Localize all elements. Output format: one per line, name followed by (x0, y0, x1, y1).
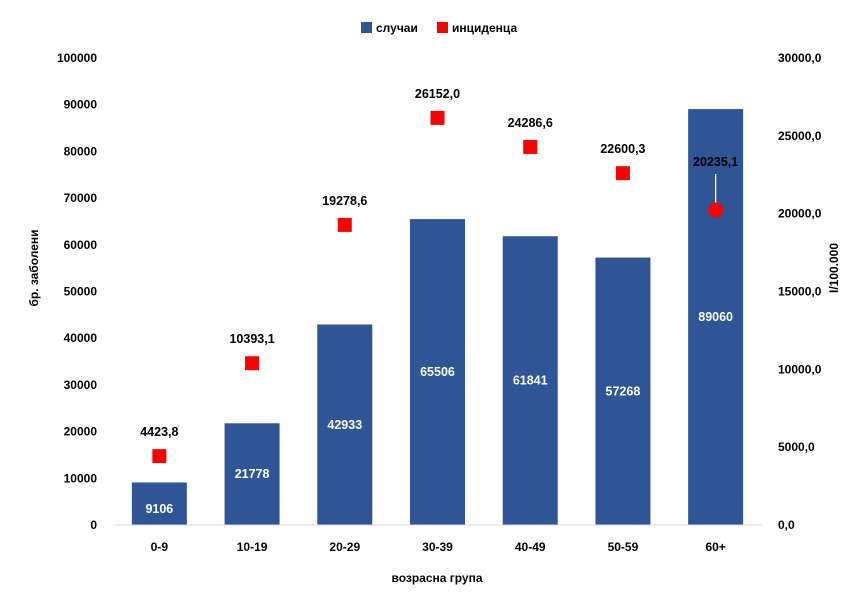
y-tick-label: 70000 (64, 191, 98, 205)
incidence-value-label: 10393,1 (229, 332, 274, 346)
bar (131, 482, 187, 525)
y-tick-label: 100000 (57, 51, 97, 65)
y-tick-label: 90000 (64, 98, 98, 112)
x-tick-label: 50-59 (608, 540, 639, 554)
bar (317, 324, 373, 525)
incidence-point (337, 217, 352, 232)
y-tick-label: 80000 (64, 144, 98, 158)
bar-value-label: 42933 (327, 418, 362, 432)
left-axis: 0 10000 20000 30000 40000 50000 60000 70000 8000… (57, 51, 97, 532)
incidence-value-label: 4423,8 (140, 425, 178, 439)
x-tick-label: 60+ (705, 540, 725, 554)
bar (595, 257, 651, 525)
x-axis-title: возрасна група (391, 571, 482, 585)
incidence-point (708, 202, 724, 218)
y-tick-label: 30000 (64, 378, 98, 392)
bar-value-label: 89060 (698, 310, 733, 324)
incidence-value-label: 26152,0 (415, 87, 460, 101)
legend-label-incidence: инциденца (452, 21, 517, 35)
legend-swatch-incidence (437, 22, 448, 33)
bar-value-label: 57268 (606, 384, 641, 398)
y-tick-label: 10000 (64, 471, 98, 485)
y-tick-label: 0 (90, 518, 97, 532)
y-tick-label: 20000 (64, 425, 98, 439)
bar (410, 219, 465, 525)
y2-tick-label: 0,0 (778, 518, 795, 532)
x-axis: 0-9 10-19 20-29 30-39 40-49 50-59 60+ (151, 540, 726, 554)
incidence-value-label: 19278,6 (322, 194, 367, 208)
x-tick-label: 0-9 (151, 540, 169, 554)
bar-series: 9106 21778 42933 65506 61841 57268 89060 (131, 109, 744, 526)
x-tick-label: 10-19 (237, 540, 268, 554)
bar-value-label: 21778 (235, 467, 270, 481)
incidence-point (245, 356, 260, 371)
bar-value-label: 61841 (513, 374, 548, 388)
incidence-point (523, 139, 538, 154)
y-tick-label: 60000 (64, 238, 98, 252)
incidence-value-label: 24286,6 (508, 116, 553, 130)
legend-label-cases: случаи (376, 21, 418, 35)
incidence-series: 4423,8 10393,1 19278,6 26152,0 24286,6 22600,… (140, 87, 738, 464)
y2-tick-label: 25000,0 (778, 129, 822, 143)
y2-tick-label: 20000,0 (778, 207, 822, 221)
y-tick-label: 40000 (64, 331, 98, 345)
incidence-point (615, 166, 630, 181)
incidence-value-label: 20235,1 (693, 155, 738, 169)
y2-tick-label: 5000,0 (778, 440, 815, 454)
x-tick-label: 30-39 (422, 540, 453, 554)
bar-value-label: 9106 (145, 502, 173, 516)
bar-value-label: 65506 (420, 365, 455, 379)
y2-axis-title: I/100.000 (827, 243, 841, 293)
y-tick-label: 50000 (64, 285, 98, 299)
incidence-point (152, 449, 167, 464)
y2-tick-label: 10000,0 (778, 362, 822, 376)
x-tick-label: 20-29 (329, 540, 360, 554)
y2-tick-label: 15000,0 (778, 285, 822, 299)
legend-swatch-cases (361, 22, 372, 33)
y2-tick-label: 30000,0 (778, 51, 822, 65)
incidence-point (430, 110, 445, 125)
bar (502, 236, 558, 526)
x-tick-label: 40-49 (515, 540, 546, 554)
right-axis: 0,0 5000,0 10000,0 15000,0 20000,0 25000,0 300… (778, 51, 822, 532)
bar (224, 423, 280, 525)
y-axis-title: бр. заболени (27, 229, 41, 306)
legend: случаи инциденца (361, 21, 517, 35)
incidence-value-label: 22600,3 (600, 142, 645, 156)
